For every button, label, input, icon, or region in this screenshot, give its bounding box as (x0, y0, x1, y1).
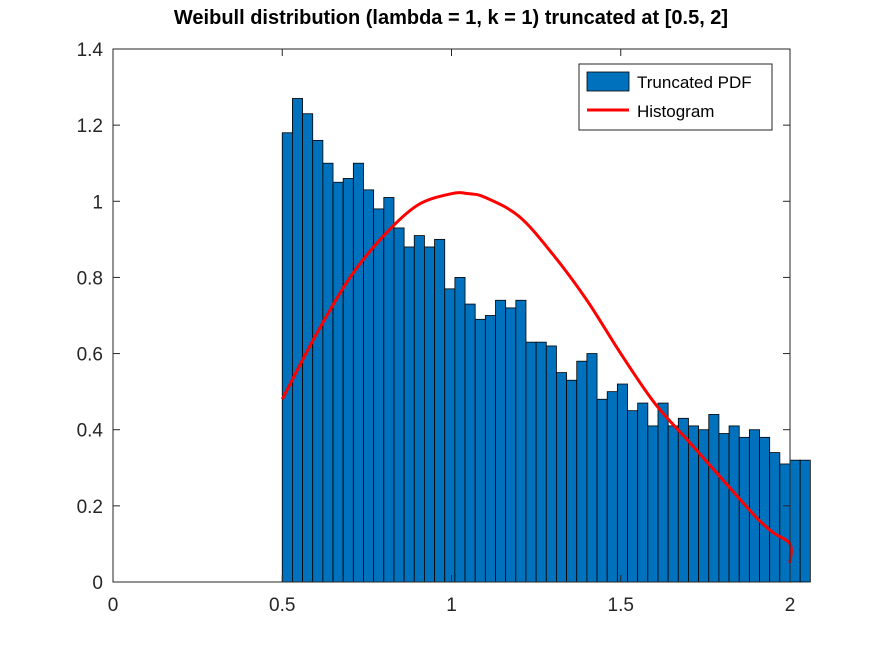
histogram-bar (708, 414, 720, 583)
histogram-bar (383, 197, 395, 583)
histogram-bar (566, 379, 578, 583)
y-axis-tick-labels: 0 0.2 0.4 0.6 0.8 1 1.2 1.4 (77, 40, 104, 594)
histogram-bar (779, 463, 791, 583)
y-tick-label: 0.8 (77, 268, 103, 289)
histogram-bar (576, 360, 588, 583)
histogram-bar (728, 425, 740, 583)
histogram-bar (505, 307, 517, 583)
histogram-bar (373, 208, 385, 583)
x-axis-tick-labels: 0 0.5 1 1.5 2 (108, 595, 796, 616)
histogram-bar (616, 383, 628, 583)
histogram-bar (495, 299, 507, 583)
histogram-bar (281, 132, 293, 583)
y-tick-label: 0 (92, 573, 103, 594)
histogram-bar (454, 277, 466, 583)
histogram-bar (759, 436, 771, 583)
histogram-bar (525, 341, 537, 583)
histogram-bar (424, 246, 435, 583)
histogram-bar (342, 178, 354, 583)
histogram-bar (606, 391, 618, 583)
x-tick-label: 1 (446, 595, 457, 616)
histogram-bar (393, 227, 405, 583)
axis-ticks (112, 48, 791, 583)
histogram-bar (799, 459, 811, 583)
histogram-bar (748, 429, 760, 583)
legend-bar-swatch (586, 71, 630, 92)
histogram-bar (515, 299, 527, 583)
x-tick-label: 1.5 (608, 595, 634, 616)
y-tick-label: 1 (92, 192, 103, 213)
histogram-bar (444, 288, 456, 583)
y-tick-label: 0.2 (77, 497, 103, 518)
histogram-bar (484, 315, 496, 583)
histogram-bar (718, 433, 730, 583)
histogram-bar (627, 410, 639, 583)
histogram-bar (292, 98, 303, 583)
legend-label-histogram: Histogram (637, 102, 714, 121)
x-tick-label: 0 (108, 595, 119, 616)
y-tick-label: 1.2 (77, 116, 103, 137)
y-tick-label: 0.6 (77, 345, 103, 366)
chart-title: Weibull distribution (lambda = 1, k = 1)… (174, 7, 728, 29)
histogram-bar (677, 417, 689, 583)
y-tick-label: 1.4 (77, 40, 104, 61)
histogram-bar (667, 425, 679, 583)
histogram-bar (769, 452, 781, 583)
histogram-bar (352, 162, 364, 583)
histogram-bar (657, 402, 669, 583)
x-tick-label: 2 (785, 595, 796, 616)
histogram-bar (556, 372, 567, 583)
histogram-bar (413, 235, 425, 583)
histogram-bar (464, 303, 476, 583)
x-tick-label: 0.5 (269, 595, 295, 616)
histogram-bar (789, 459, 801, 583)
pdf-curve-line (280, 191, 793, 564)
histogram-bar (637, 402, 649, 583)
legend-label-truncated-pdf: Truncated PDF (637, 73, 752, 92)
histogram-bar (322, 162, 334, 583)
histogram-bar (586, 353, 598, 583)
histogram-bar (312, 139, 324, 583)
histogram-bar (647, 425, 659, 583)
legend: Truncated PDF Histogram (578, 63, 773, 131)
histogram-bar (596, 398, 608, 583)
histogram-bar (474, 318, 486, 583)
histogram-bar (434, 238, 446, 583)
histogram-bar (403, 246, 415, 583)
y-tick-label: 0.4 (77, 421, 104, 442)
histogram-bar (332, 181, 344, 583)
histogram-bar (545, 345, 557, 583)
histogram-bar (535, 341, 547, 583)
